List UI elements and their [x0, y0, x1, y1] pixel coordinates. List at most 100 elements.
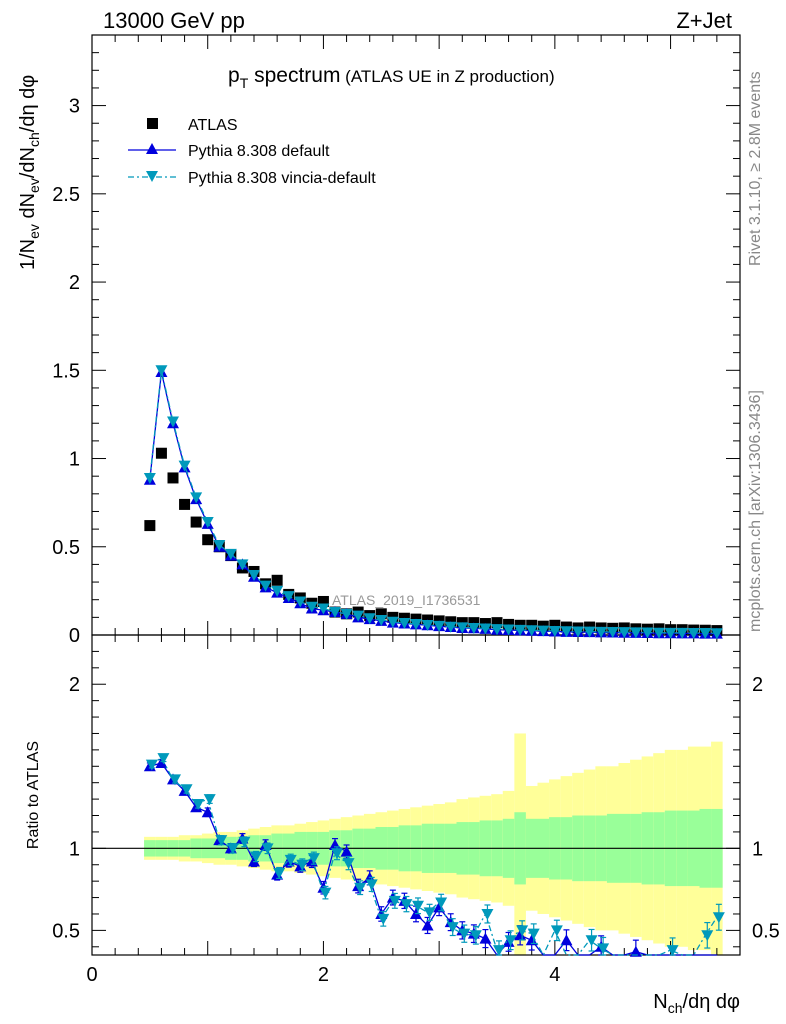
ratio-vincia-point: [354, 882, 367, 894]
ratio-vincia-point: [319, 887, 332, 899]
main-ytick-label: 2.5: [52, 184, 80, 206]
header-right: Z+Jet: [676, 8, 732, 33]
legend: ATLAS Pythia 8.308 default Pythia 8.308 …: [128, 117, 376, 187]
rivet-label: Rivet 3.1.10, ≥ 2.8M events: [747, 71, 764, 266]
pythia-vincia-point: [294, 596, 307, 608]
pythia-vincia-point: [282, 591, 295, 603]
pythia-vincia-point: [629, 627, 642, 639]
pythia-vincia-point: [421, 619, 434, 631]
pythia-vincia-point: [329, 607, 341, 619]
pythia-vincia-point: [305, 601, 318, 613]
pythia-vincia-point: [687, 628, 700, 640]
mcplots-label: mcplots.cern.ch [arXiv:1306.3436]: [747, 390, 764, 632]
ratio-ytick-label: 0.5: [52, 920, 80, 942]
pythia-vincia-point: [653, 627, 665, 639]
main-ytick-label: 2: [69, 272, 80, 294]
plot-title: pT spectrum (ATLAS UE in Z production): [228, 64, 555, 91]
ratio-vincia-point: [145, 759, 158, 771]
ratio-vincia-point: [250, 851, 262, 863]
ratio-vincia-point: [169, 774, 181, 786]
ratio-vincia-point: [516, 925, 529, 937]
ratio-vincia-point: [215, 835, 228, 847]
ratio-vincia-point: [203, 794, 216, 806]
pythia-vincia-point: [248, 570, 260, 581]
ratio-vincia-point: [388, 895, 401, 907]
legend-label-vincia: Pythia 8.308 vincia-default: [188, 170, 376, 187]
pythia-vincia-point: [618, 627, 631, 639]
ratio-ylabel: Ratio to ATLAS: [25, 741, 42, 849]
pythia-vincia-point: [676, 627, 689, 639]
pythia-vincia-point: [537, 625, 550, 637]
ratio-vincia-point: [226, 843, 239, 855]
atlas-point: [144, 520, 156, 532]
legend-marker-vincia: [146, 171, 158, 182]
pythia-vincia-point: [572, 626, 584, 638]
xtick-label: 0: [86, 964, 97, 986]
header-left: 13000 GeV pp: [103, 8, 245, 33]
pythia-vincia-point: [525, 625, 538, 637]
atlas-point: [190, 516, 202, 528]
plot-title-main2: spectrum: [248, 64, 340, 87]
pythia-vincia-point: [340, 608, 353, 620]
pythia-vincia-point: [444, 621, 457, 633]
ratio-default-point: [629, 945, 642, 957]
ratio-ytick-label-right: 0.5: [752, 920, 780, 942]
ratio-vincia-point: [701, 930, 714, 942]
ratio-vincia-point: [157, 753, 170, 765]
pythia-vincia-point: [410, 619, 422, 631]
ratio-ytick-label: 1: [69, 838, 80, 860]
pythia-vincia-point: [583, 626, 596, 638]
ratio-vincia-point: [423, 907, 436, 919]
pythia-vincia-point: [514, 624, 527, 636]
pythia-vincia-point: [213, 540, 226, 551]
ratio-vincia-point: [365, 879, 378, 891]
main-ytick-label: 0: [69, 625, 80, 647]
ratio-vincia-point: [296, 859, 309, 871]
pythia-vincia-point: [398, 618, 411, 629]
pythia-vincia-point: [560, 626, 573, 638]
ratio-default-point: [248, 855, 260, 867]
pythia-vincia-point: [641, 627, 654, 639]
xtick-label: 4: [549, 964, 560, 986]
main-ylabel: 1/Nev dNev/dNch/dη dφ: [17, 75, 42, 270]
main-ytick-label: 1.5: [52, 360, 80, 382]
ratio-vincia-point: [412, 900, 424, 912]
ratio-default-point: [155, 757, 168, 768]
pythia-vincia-point: [502, 624, 515, 636]
ratio-default-point: [201, 806, 214, 818]
pythia-vincia-point: [143, 472, 156, 484]
ratio-vincia-point: [342, 858, 355, 870]
pythia-vincia-point: [456, 622, 469, 634]
pythia-vincia-point: [363, 613, 376, 625]
main-ytick-label: 0.5: [52, 537, 80, 559]
pythia-vincia-point: [467, 622, 480, 634]
plot-title-sub: T: [240, 75, 249, 91]
atlas-point: [155, 447, 167, 459]
ratio-vincia-point: [261, 843, 274, 855]
ratio-ytick-label: 2: [69, 674, 80, 696]
pythia-vincia-point: [224, 548, 237, 560]
pythia-vincia-point: [479, 623, 492, 635]
ratio-default-point: [479, 932, 492, 944]
ratio-vincia-point: [666, 945, 679, 957]
plot-title-main: p: [228, 64, 240, 87]
ratio-ytick-label-right: 1: [752, 838, 763, 860]
atlas-point: [491, 617, 503, 629]
ratio-plot-marks: [143, 753, 725, 957]
ratio-vincia-point: [712, 912, 725, 924]
pythia-vincia-point: [201, 517, 214, 529]
ratio-vincia-point: [585, 935, 598, 947]
pythia-vincia-point: [386, 616, 399, 628]
pythia-vincia-point: [155, 365, 168, 377]
ratio-vincia-point: [238, 836, 251, 848]
pythia-vincia-point: [190, 492, 203, 504]
legend-label-atlas: ATLAS: [188, 117, 238, 134]
atlas-point: [179, 498, 191, 510]
ratio-vincia-point: [550, 925, 563, 937]
pythia-vincia-point: [606, 627, 619, 638]
reference-label: ATLAS_2019_I1736531: [332, 592, 481, 608]
atlas-point: [317, 595, 329, 607]
ratio-default-point: [421, 919, 434, 931]
pythia-vincia-point: [699, 628, 712, 640]
atlas-point: [167, 472, 179, 484]
